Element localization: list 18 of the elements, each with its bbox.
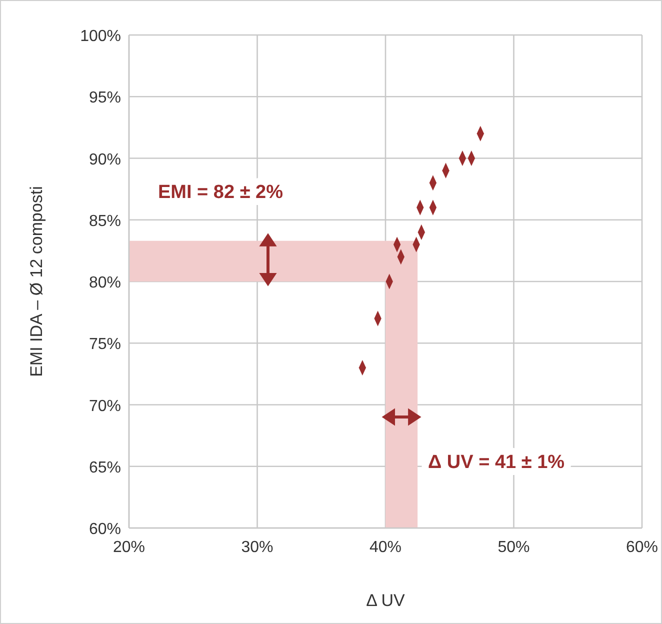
y-axis-title: EMI IDA – Ø 12 composti <box>27 186 46 377</box>
y-tick-label: 60% <box>88 521 121 538</box>
y-tick-label: 70% <box>88 398 121 415</box>
y-tick-label: 90% <box>88 151 121 168</box>
x-tick-label: 50% <box>498 539 530 556</box>
annotation: Δ UV = 41 ± 1% <box>428 452 565 473</box>
y-tick-label: 65% <box>88 459 121 476</box>
y-tick-label: 80% <box>88 274 121 292</box>
y-tick-label: 100% <box>80 28 121 45</box>
x-axis-title: Δ UV <box>366 591 406 610</box>
y-tick-label: 85% <box>88 212 121 230</box>
x-tick-label: 20% <box>112 539 146 556</box>
x-tick-label: 30% <box>241 539 274 556</box>
annotation: EMI = 82 ± 2% <box>158 182 284 203</box>
x-tick-label: 60% <box>626 539 658 556</box>
x-tick-label: 40% <box>369 539 402 556</box>
y-tick-label: 95% <box>88 90 121 107</box>
y-tick-label: 75% <box>88 336 121 354</box>
